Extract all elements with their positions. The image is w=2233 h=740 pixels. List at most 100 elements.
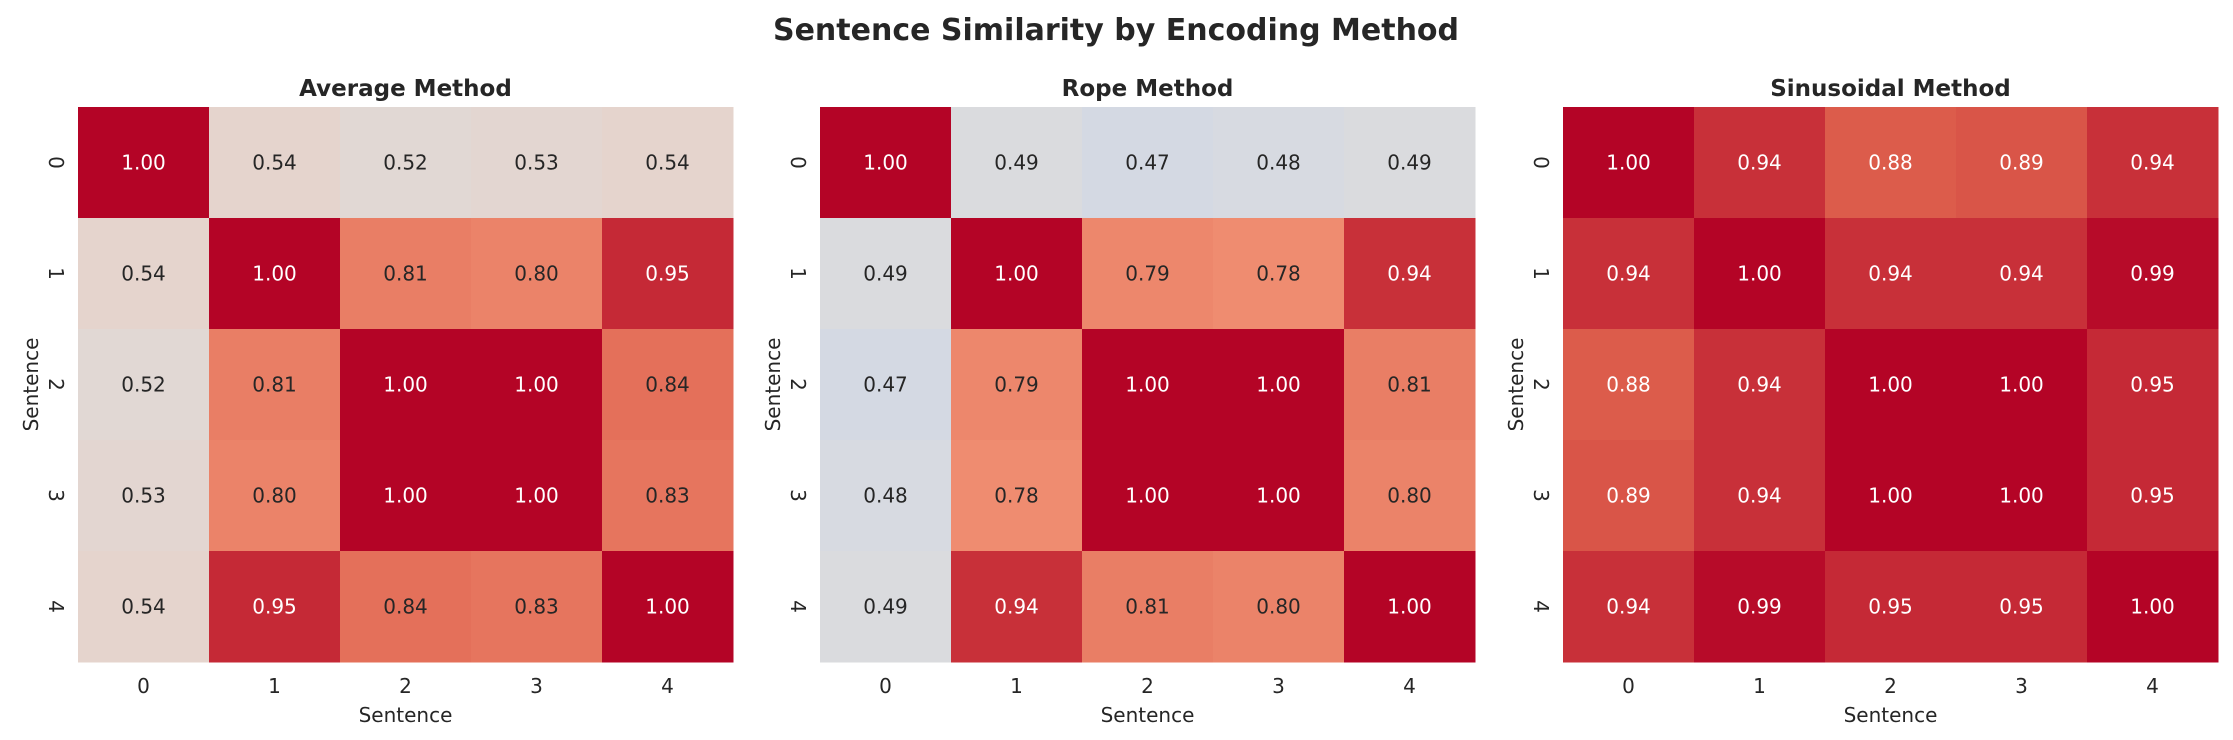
- heatmap-cell: [1213, 440, 1345, 552]
- cell-annotation: 1.00: [1125, 484, 1170, 508]
- heatmap-cell: [1344, 218, 1476, 330]
- heatmap-cell: [1956, 551, 2088, 663]
- cell-annotation: 0.49: [863, 595, 908, 619]
- cell-annotation: 0.81: [1125, 595, 1170, 619]
- cell-annotation: 0.99: [1737, 595, 1782, 619]
- y-tick-label: 0: [44, 156, 68, 169]
- y-tick-label: 1: [786, 267, 810, 280]
- heatmap-cell: [1563, 329, 1695, 441]
- heatmap-cell: [2087, 440, 2219, 552]
- panel-title: Rope Method: [1062, 76, 1234, 102]
- heatmap-cell: [1694, 107, 1826, 219]
- cell-annotation: 0.78: [994, 484, 1039, 508]
- cell-annotation: 0.81: [252, 373, 297, 397]
- heatmap-cell: [1082, 329, 1214, 441]
- panel-title: Sinusoidal Method: [1770, 76, 2011, 102]
- heatmap-cell: [1825, 107, 1957, 219]
- heatmap-cell: [602, 218, 734, 330]
- heatmap-cell: [951, 551, 1083, 663]
- heatmap-cell: [1694, 551, 1826, 663]
- heatmap-cell: [78, 218, 210, 330]
- cell-annotation: 0.95: [2130, 373, 2175, 397]
- y-tick-label: 2: [44, 378, 68, 391]
- cell-annotation: 0.94: [994, 595, 1039, 619]
- cell-annotation: 0.84: [383, 595, 428, 619]
- cell-annotation: 0.94: [2130, 151, 2175, 175]
- cell-annotation: 0.94: [1737, 373, 1782, 397]
- cell-annotation: 0.99: [2130, 262, 2175, 286]
- x-tick-label: 4: [1403, 674, 1416, 698]
- cell-annotation: 0.78: [1256, 262, 1301, 286]
- heatmap-cell: [471, 440, 603, 552]
- cell-annotation: 1.00: [383, 484, 428, 508]
- x-tick-label: 4: [2146, 674, 2159, 698]
- heatmap-cell: [1825, 218, 1957, 330]
- y-tick-label: 1: [44, 267, 68, 280]
- cell-annotation: 0.47: [1125, 151, 1170, 175]
- cell-annotation: 1.00: [994, 262, 1039, 286]
- heatmap-cell: [951, 218, 1083, 330]
- cell-annotation: 0.53: [121, 484, 166, 508]
- cell-annotation: 1.00: [2130, 595, 2175, 619]
- cell-annotation: 1.00: [1868, 484, 1913, 508]
- cell-annotation: 0.54: [121, 262, 166, 286]
- cell-annotation: 1.00: [1125, 373, 1170, 397]
- heatmap-cell: [1213, 329, 1345, 441]
- heatmap-cell: [820, 551, 952, 663]
- cell-annotation: 0.49: [994, 151, 1039, 175]
- heatmap-cell: [78, 107, 210, 219]
- cell-annotation: 1.00: [645, 595, 690, 619]
- heatmap-cell: [1082, 440, 1214, 552]
- x-tick-label: 3: [530, 674, 543, 698]
- heatmap-cell: [1344, 329, 1476, 441]
- cell-annotation: 0.83: [514, 595, 559, 619]
- heatmap-cell: [1956, 107, 2088, 219]
- heatmap-cell: [2087, 551, 2219, 663]
- cell-annotation: 0.80: [514, 262, 559, 286]
- heatmap-cell: [340, 218, 472, 330]
- heatmap-cell: [602, 551, 734, 663]
- heatmap-cell: [820, 218, 952, 330]
- heatmap-cell: [1825, 551, 1957, 663]
- heatmap-cell: [951, 329, 1083, 441]
- y-axis-label: Sentence: [761, 338, 785, 432]
- cell-annotation: 1.00: [1256, 373, 1301, 397]
- heatmap-cell: [2087, 329, 2219, 441]
- cell-annotation: 0.94: [1387, 262, 1432, 286]
- x-tick-label: 0: [879, 674, 892, 698]
- heatmap-cell: [1213, 107, 1345, 219]
- heatmap-cell: [471, 107, 603, 219]
- y-axis-label: Sentence: [1504, 338, 1528, 432]
- cell-annotation: 0.94: [1737, 484, 1782, 508]
- heatmap-cell: [1344, 551, 1476, 663]
- x-tick-label: 1: [1010, 674, 1023, 698]
- cell-annotation: 0.95: [2130, 484, 2175, 508]
- cell-annotation: 0.52: [383, 151, 428, 175]
- heatmap-cell: [2087, 218, 2219, 330]
- cell-annotation: 0.54: [252, 151, 297, 175]
- panel-title: Average Method: [299, 76, 512, 102]
- cell-annotation: 1.00: [252, 262, 297, 286]
- cell-annotation: 0.95: [1868, 595, 1913, 619]
- x-tick-label: 3: [2015, 674, 2028, 698]
- heatmap-cell: [471, 218, 603, 330]
- heatmap-cell: [1563, 551, 1695, 663]
- y-tick-label: 3: [44, 489, 68, 502]
- cell-annotation: 0.81: [1387, 373, 1432, 397]
- heatmap-cell: [602, 329, 734, 441]
- y-tick-label: 1: [1529, 267, 1553, 280]
- y-tick-label: 3: [1529, 489, 1553, 502]
- heatmap-cell: [2087, 107, 2219, 219]
- cell-annotation: 0.95: [252, 595, 297, 619]
- x-axis-label: Sentence: [359, 703, 453, 727]
- y-tick-label: 4: [44, 600, 68, 613]
- cell-annotation: 0.95: [645, 262, 690, 286]
- heatmap-cell: [340, 551, 472, 663]
- cell-annotation: 1.00: [1999, 484, 2044, 508]
- heatmap-panel-1: Rope Method 1.00 0.49 0.47 0.48 0.49 0.49 1.00 0…: [761, 76, 1476, 727]
- heatmap-cell: [820, 329, 952, 441]
- heatmap-cell: [1344, 440, 1476, 552]
- x-tick-label: 0: [137, 674, 150, 698]
- heatmap-cell: [1956, 329, 2088, 441]
- cell-annotation: 0.53: [514, 151, 559, 175]
